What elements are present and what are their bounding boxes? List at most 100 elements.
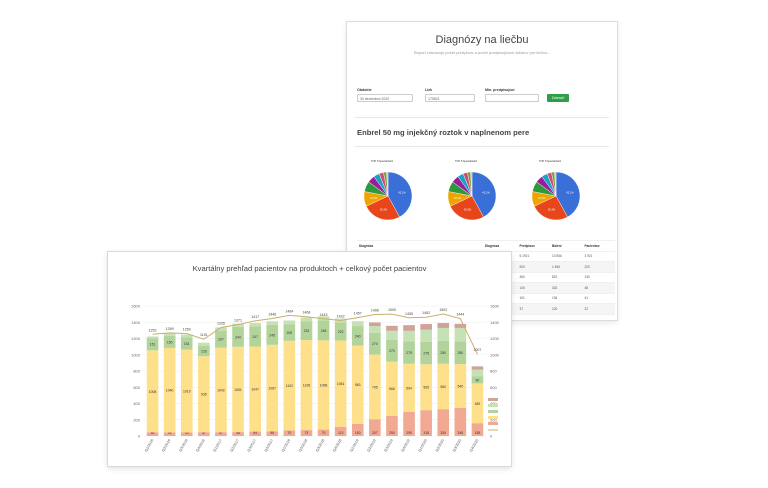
- bar-segment: [386, 330, 398, 340]
- report-subtitle: Report zobrazuje počet predpisov a počet…: [413, 50, 551, 55]
- bar-segment: [180, 337, 193, 350]
- table-cell: 5 1921: [517, 250, 550, 262]
- x-tick-label: Q3/2018: [315, 439, 325, 453]
- bar-segment: [437, 363, 450, 410]
- bar-segment: [369, 322, 381, 327]
- bar-segment: [454, 364, 467, 408]
- bar-segment: [198, 356, 210, 433]
- y-tick-label: 1400: [131, 320, 141, 325]
- report-title: Diagnózy na liečbu: [435, 34, 529, 46]
- bar-segment: [300, 340, 313, 431]
- data-label: 248: [321, 329, 327, 333]
- bar-segment: [420, 410, 432, 436]
- data-label: 150: [355, 431, 361, 435]
- pie-slice-label: 42,1%: [566, 190, 574, 194]
- legend-swatch: [488, 410, 498, 413]
- pie-slice: [555, 171, 581, 218]
- total-label: 1371: [234, 319, 242, 323]
- pie-slice: [450, 195, 484, 221]
- data-label: 1019: [183, 390, 191, 394]
- total-label: 1446: [268, 313, 276, 317]
- bar-segment: [403, 363, 415, 413]
- x-tick-label: Q3/2016: [178, 439, 188, 453]
- data-label: 565: [423, 386, 429, 390]
- pie-slice: [386, 171, 389, 197]
- data-label: 222: [338, 330, 344, 334]
- data-label: 560: [440, 385, 446, 389]
- data-label: 280: [458, 351, 464, 355]
- pie-slice-label: 10,1%: [454, 196, 462, 200]
- bar-segment: [249, 323, 261, 327]
- x-tick-label: Q4/2017: [264, 439, 274, 453]
- y-tick-label: 600: [133, 385, 140, 390]
- y2-tick-label: 800: [490, 369, 497, 374]
- bar-segment: [420, 324, 432, 330]
- bar-segment: [300, 317, 313, 322]
- data-label: 44: [168, 431, 172, 435]
- bar-segment: [283, 320, 296, 325]
- data-label: 275: [406, 351, 412, 355]
- data-label: 46: [151, 431, 155, 435]
- table-cell: 13 556: [549, 250, 583, 262]
- bar-segment: [437, 327, 450, 341]
- x-tick-label: Q3/2019: [383, 439, 393, 453]
- legend-swatch: [488, 422, 498, 425]
- data-label: 295: [406, 431, 412, 435]
- pie-slice: [366, 195, 400, 221]
- bar-segment: [454, 323, 467, 328]
- data-label: 205: [287, 331, 293, 335]
- pie-title: TOP 5 špecializácií: [539, 160, 562, 163]
- min-input[interactable]: [485, 94, 539, 102]
- y2-tick-label: 1400: [490, 320, 500, 325]
- total-label: 1443: [320, 313, 328, 317]
- bar-segment: [266, 324, 279, 345]
- bar-segment: [351, 423, 364, 436]
- table-header: Diagnóza: [357, 240, 483, 251]
- bar-segment: [163, 335, 176, 348]
- total-line: [152, 313, 478, 355]
- period-select[interactable]: 30 decembra 2020: [357, 94, 413, 102]
- bar-segment: [146, 350, 159, 433]
- bar-segment: [146, 338, 159, 351]
- y-tick-label: 200: [133, 417, 140, 422]
- data-label: 55: [270, 431, 274, 435]
- bar-segment: [437, 409, 450, 436]
- show-button[interactable]: Zobraziť: [547, 94, 569, 102]
- bar-segment: [198, 345, 210, 357]
- bar-segment: [300, 430, 313, 436]
- drug-input[interactable]: 179821: [425, 94, 475, 102]
- divider: [355, 146, 609, 147]
- bar-segment: [437, 340, 450, 364]
- data-label: 1102: [286, 384, 293, 388]
- bar-segment: [386, 361, 398, 416]
- bar-segment: [334, 426, 347, 436]
- data-label: 73: [305, 431, 309, 435]
- bar-segment: [351, 326, 364, 346]
- bar-segment: [180, 349, 193, 433]
- pie-slice-label: 42,1%: [482, 190, 490, 194]
- data-label: 90: [476, 378, 480, 382]
- bar-segment: [146, 432, 159, 436]
- bar-segment: [351, 321, 364, 327]
- table-cell: 41: [582, 292, 615, 304]
- bar-segment: [232, 323, 244, 327]
- data-label: 245: [269, 333, 275, 337]
- pie-slice: [554, 171, 557, 197]
- bar-segment: [334, 340, 347, 427]
- y-tick-label: 400: [133, 401, 140, 406]
- x-tick-label: Q4/2020: [469, 439, 479, 453]
- data-label: 935: [201, 393, 207, 397]
- x-tick-label: Q1/2019: [349, 439, 359, 453]
- drug-label: Liek: [425, 88, 433, 92]
- period-label: Obdobie: [357, 88, 372, 92]
- x-tick-label: Q2/2016: [161, 439, 171, 453]
- table-cell: [549, 313, 583, 320]
- pie-slice: [534, 195, 568, 221]
- bar-segment: [249, 431, 261, 436]
- y2-tick-label: 200: [490, 417, 497, 422]
- total-label: 1417: [251, 315, 259, 319]
- bar-segment: [386, 339, 398, 362]
- bar-segment: [232, 346, 244, 433]
- data-label: 795: [372, 385, 378, 389]
- table-cell: 822: [549, 271, 583, 283]
